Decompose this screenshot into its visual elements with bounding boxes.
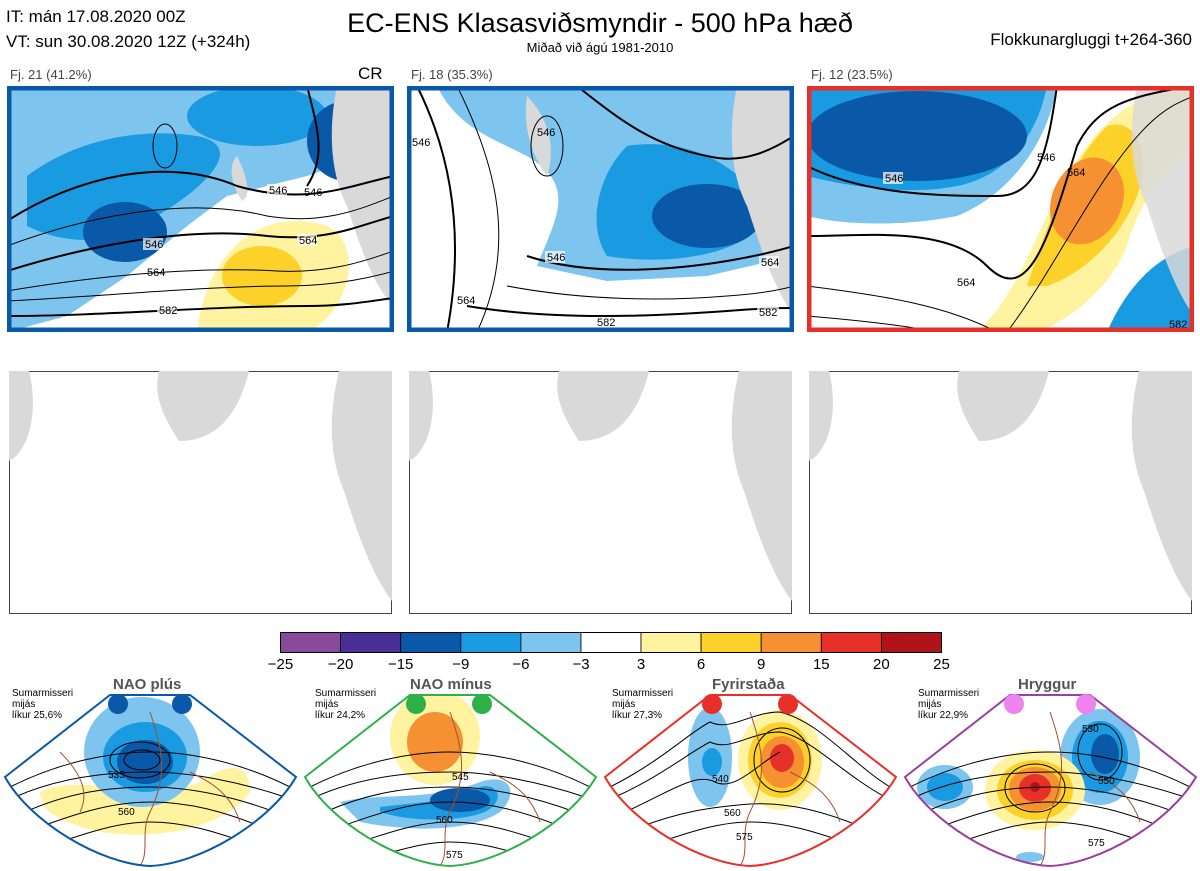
- regime-1-info: Sumarmisseri mijás líkur 25,6%: [12, 688, 73, 721]
- contour-label: 546: [547, 252, 565, 264]
- contour-label: 546: [304, 187, 322, 199]
- regime-3-map: 540 560 575: [603, 694, 898, 868]
- forecast-info: IT: mán 17.08.2020 00Z VT: sun 30.08.202…: [6, 4, 250, 54]
- cluster-window: Flokkunargluggi t+264-360: [990, 30, 1192, 49]
- colorbar-swatch: [881, 632, 942, 653]
- colorbar-tick-label: −6: [512, 656, 530, 673]
- colorbar-swatch: [520, 632, 582, 653]
- contour-label: 560: [724, 808, 741, 819]
- contour-label: 560: [436, 815, 453, 826]
- regime-4-title: Hryggur: [1018, 676, 1077, 693]
- page-subtitle: Miðað við ágú 1981-2010: [526, 40, 674, 55]
- contour-label: 564: [1067, 167, 1085, 179]
- regime-4-map: 530 550 575: [903, 694, 1198, 868]
- colorbar-tick-label: 3: [636, 656, 646, 673]
- contour-label: 545: [452, 772, 469, 783]
- contour-label: 564: [299, 235, 317, 247]
- cluster-3-label: Fj. 12 (23.5%): [811, 67, 893, 82]
- contour-label: 546: [1037, 152, 1055, 164]
- colorbar-swatch: [280, 632, 341, 653]
- initial-time: IT: mán 17.08.2020 00Z: [6, 7, 186, 26]
- colorbar-tick-label: 6: [696, 656, 706, 673]
- regime-probability: líkur 25,6%: [12, 710, 63, 721]
- colorbar-swatch: [640, 632, 702, 653]
- contour-label: 564: [761, 257, 779, 269]
- contour-label: 550: [1098, 776, 1115, 787]
- regime-avg: mijás: [12, 699, 36, 710]
- contour-label: 546: [885, 173, 903, 185]
- colorbar-tick-label: 20: [873, 656, 890, 673]
- colorbar-tick-label: −25: [267, 656, 294, 673]
- contour-label: 564: [957, 277, 975, 289]
- colorbar-tick-label: −15: [387, 656, 414, 673]
- colorbar-tick-label: 15: [812, 656, 830, 673]
- cluster-1-map: 546 546 546 564 564 582: [7, 86, 394, 332]
- contour-label: 564: [457, 295, 475, 307]
- empty-map-3: [809, 371, 1192, 614]
- colorbar-tick-label: 25: [933, 656, 950, 673]
- empty-map-1: [9, 371, 392, 614]
- cluster-1-tag: CR: [358, 64, 383, 83]
- regime-avg: mijás: [918, 699, 942, 710]
- colorbar-tick-label: −20: [327, 656, 354, 673]
- contour-label: 575: [446, 850, 463, 861]
- regime-season: Sumarmisseri: [315, 688, 377, 699]
- contour-label: 540: [712, 774, 729, 785]
- regime-2-map: 545 560 575: [303, 694, 598, 868]
- cluster-1-label: Fj. 21 (41.2%): [10, 67, 92, 82]
- page-title: EC-ENS Klasasviðsmyndir - 500 hPa hæð: [347, 8, 853, 38]
- regime-3-title: Fyrirstaða: [712, 676, 785, 693]
- contour-label: 582: [159, 305, 177, 317]
- regime-probability: líkur 22,9%: [918, 710, 969, 721]
- regime-4-info: Sumarmisseri mijás líkur 22,9%: [918, 688, 979, 721]
- colorbar-swatch: [760, 632, 822, 653]
- regime-avg: mijás: [315, 699, 339, 710]
- cluster-2-label: Fj. 18 (35.3%): [411, 67, 493, 82]
- regime-season: Sumarmisseri: [918, 688, 980, 699]
- contour-label: 582: [597, 317, 615, 329]
- regime-2-title: NAO mínus: [410, 676, 492, 693]
- regime-1-title: NAO plús: [113, 676, 182, 693]
- cluster-2-map: 546 546 546 564 564 582 582: [407, 86, 794, 332]
- contour-label: 535: [108, 770, 125, 781]
- colorbar-swatch: [460, 632, 522, 653]
- regime-season: Sumarmisseri: [12, 688, 74, 699]
- contour-label: 582: [759, 307, 777, 319]
- contour-label: 546: [269, 185, 287, 197]
- regime-probability: líkur 24,2%: [315, 710, 366, 721]
- regime-2-info: Sumarmisseri mijás líkur 24,2%: [315, 688, 376, 721]
- contour-label: 560: [118, 807, 135, 818]
- colorbar: [280, 632, 942, 653]
- colorbar-swatch: [340, 632, 402, 653]
- contour-label: 546: [537, 127, 555, 139]
- colorbar-swatch: [400, 632, 462, 653]
- regime-season: Sumarmisseri: [612, 688, 674, 699]
- regime-avg: mijás: [612, 699, 636, 710]
- contour-label: 564: [147, 267, 165, 279]
- cluster-3-map: 546 546 564 564 582: [807, 86, 1194, 332]
- empty-map-2: [409, 371, 792, 614]
- colorbar-swatch: [700, 632, 762, 653]
- valid-time: VT: sun 30.08.2020 12Z (+324h): [6, 32, 251, 51]
- contour-label: 530: [1082, 724, 1099, 735]
- colorbar-tick-label: −9: [452, 656, 470, 673]
- colorbar-swatch: [820, 632, 882, 653]
- contour-label: 546: [145, 239, 163, 251]
- contour-label: 575: [1088, 838, 1105, 849]
- regime-3-info: Sumarmisseri mijás líkur 27,3%: [612, 688, 673, 721]
- regime-1-map: 535 560: [3, 694, 298, 868]
- colorbar-tick-label: −3: [572, 656, 590, 673]
- contour-label: 546: [412, 137, 430, 149]
- colorbar-tick-label: 9: [757, 656, 766, 673]
- colorbar-swatch: [580, 632, 642, 653]
- contour-label: 575: [736, 832, 753, 843]
- regime-probability: líkur 27,3%: [612, 710, 663, 721]
